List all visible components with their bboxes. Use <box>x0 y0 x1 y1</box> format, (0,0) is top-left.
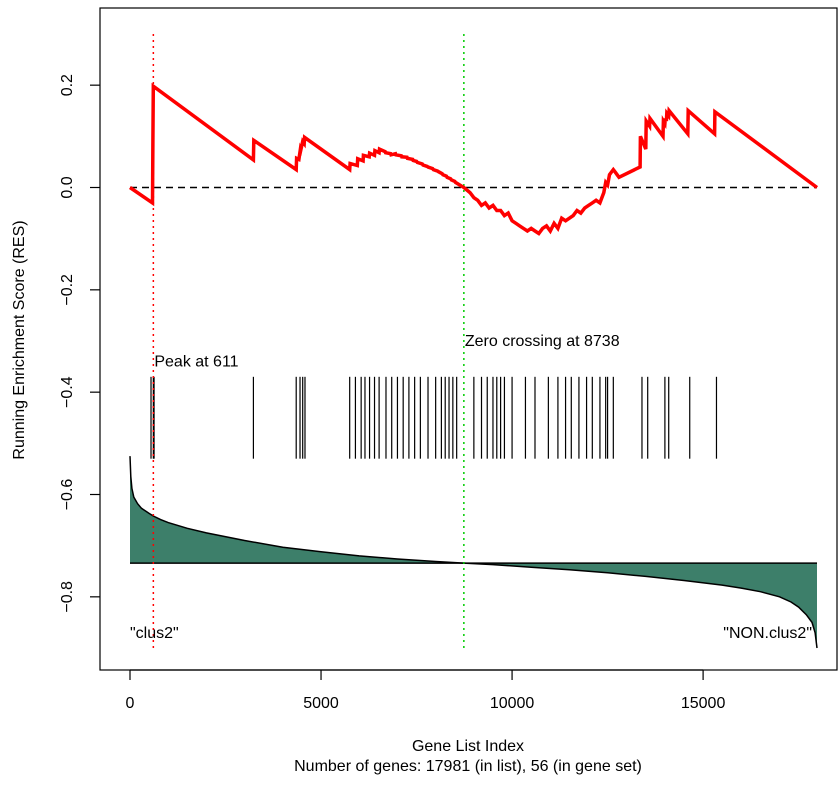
x-tick-label: 15000 <box>681 695 726 712</box>
chart-subtitle: Number of genes: 17981 (in list), 56 (in… <box>294 758 642 775</box>
zero-crossing-annotation: Zero crossing at 8738 <box>465 333 620 350</box>
x-tick-label: 5000 <box>303 695 339 712</box>
gene-set-hits <box>150 376 718 459</box>
ranked-metric-curve <box>129 456 818 649</box>
y-tick-label: 0.2 <box>59 74 76 96</box>
y-tick-label: −0.6 <box>59 479 76 511</box>
y-tick-label: 0.0 <box>59 176 76 198</box>
class-label-left: "clus2" <box>130 625 179 642</box>
running-enrichment-score <box>129 82 819 236</box>
ranked-metric-area <box>130 456 817 648</box>
x-tick-label: 0 <box>126 695 135 712</box>
peak-annotation: Peak at 611 <box>154 354 238 371</box>
y-tick-label: −0.4 <box>59 376 76 408</box>
class-label-right: "NON.clus2" <box>723 625 812 642</box>
y-tick-label: −0.8 <box>59 581 76 613</box>
axes: 0 5000 10000 15000 0.2 0.0 −0.2 −0.4 −0.6 −0.8 <box>59 7 838 712</box>
x-tick-label: 10000 <box>490 695 535 712</box>
x-axis-title: Gene List Index <box>412 738 524 755</box>
ranked-list-metric <box>129 456 818 649</box>
y-tick-label: −0.2 <box>59 274 76 306</box>
y-axis-title: Running Enrichment Score (RES) <box>11 220 28 459</box>
res-curve <box>129 82 819 236</box>
